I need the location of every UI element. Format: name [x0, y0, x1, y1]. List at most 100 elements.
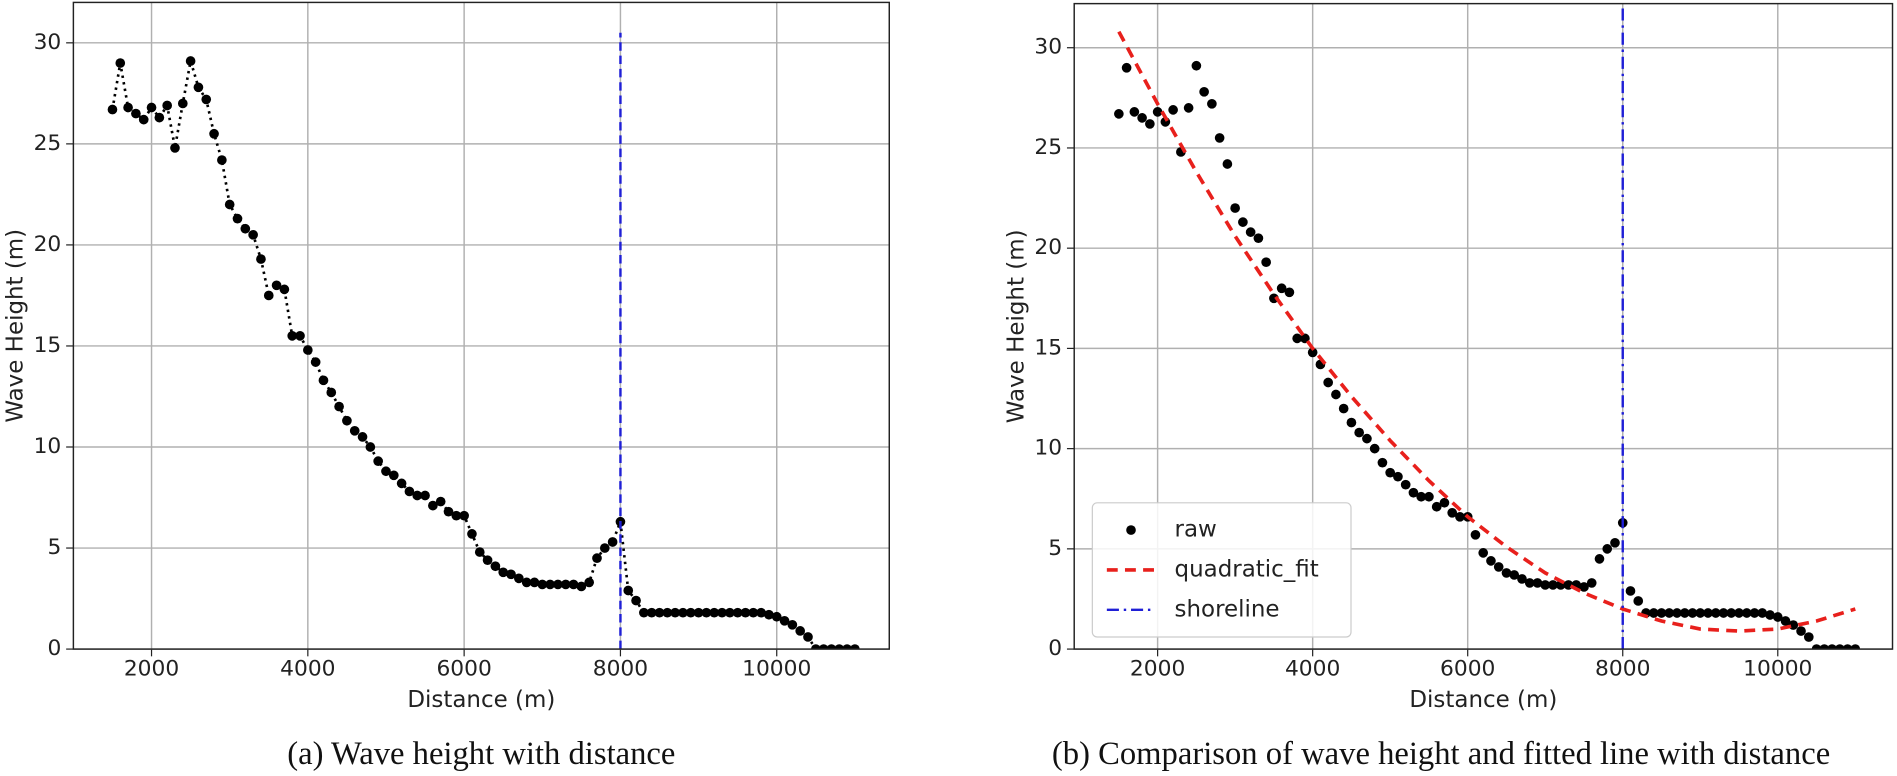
data-point — [209, 128, 219, 139]
data-point — [318, 375, 329, 386]
data-point — [1594, 554, 1605, 564]
data-point — [1602, 544, 1613, 554]
data-point — [685, 607, 696, 618]
data-point — [795, 626, 806, 636]
data-point — [1509, 570, 1520, 580]
y-tick-label: 5 — [1048, 536, 1062, 561]
x-tick-label: 8000 — [1595, 657, 1650, 682]
data-point — [654, 607, 665, 618]
data-point — [396, 478, 407, 489]
y-tick-label: 0 — [1048, 636, 1062, 661]
data-point — [803, 632, 813, 642]
data-point — [1819, 644, 1830, 650]
data-point — [1672, 608, 1682, 618]
data-point — [443, 506, 454, 517]
data-point — [631, 595, 641, 606]
y-tick-label: 25 — [1034, 135, 1062, 160]
y-tick-label: 0 — [47, 636, 61, 661]
data-point — [576, 581, 587, 592]
data-point — [506, 569, 516, 580]
series-line — [111, 60, 855, 650]
data-point — [498, 567, 509, 578]
data-point — [467, 529, 477, 539]
data-point — [474, 547, 485, 557]
data-point — [1811, 644, 1822, 650]
x-tick-label: 8000 — [593, 657, 648, 682]
data-point — [1664, 608, 1675, 618]
caption: (b) Comparison of wave height and fitted… — [1052, 736, 1830, 772]
data-point — [1385, 467, 1396, 478]
data-point — [842, 644, 852, 650]
data-point — [1803, 632, 1814, 642]
data-point — [1726, 608, 1737, 618]
data-point — [357, 432, 368, 442]
data-point — [459, 510, 469, 521]
data-point — [295, 331, 305, 341]
data-point — [1137, 113, 1147, 123]
x-tick-label: 6000 — [1440, 657, 1495, 682]
caption: (a) Wave height with distance — [287, 736, 675, 772]
data-point — [779, 615, 790, 626]
data-point — [131, 108, 141, 119]
legend-label: quadratic_fit — [1175, 556, 1319, 582]
data-point — [1850, 644, 1861, 650]
data-point — [592, 553, 602, 563]
y-tick-label: 20 — [1034, 235, 1062, 260]
data-point — [381, 466, 391, 477]
data-point — [217, 155, 227, 165]
data-point — [1532, 578, 1543, 588]
data-point — [334, 401, 344, 412]
data-point — [138, 114, 149, 125]
data-point — [310, 357, 321, 367]
data-point — [287, 331, 298, 341]
data-point — [115, 58, 126, 68]
data-point — [560, 579, 571, 590]
data-point — [709, 607, 720, 618]
data-point — [1214, 133, 1225, 143]
data-point — [1633, 596, 1644, 606]
data-point — [1772, 612, 1783, 622]
data-point — [1524, 578, 1535, 588]
data-point — [435, 496, 446, 507]
data-point — [521, 577, 532, 588]
data-point — [701, 607, 712, 618]
x-tick-label: 6000 — [436, 657, 491, 682]
data-point — [1431, 501, 1442, 512]
data-point — [1416, 491, 1427, 502]
data-point — [412, 490, 423, 501]
data-point — [349, 425, 360, 436]
data-point — [170, 143, 180, 153]
data-layer — [107, 32, 860, 650]
data-point — [810, 644, 821, 650]
data-point — [1455, 511, 1465, 522]
data-point — [1757, 608, 1768, 618]
data-point — [428, 500, 438, 511]
y-tick-label: 10 — [34, 434, 62, 459]
x-tick-label: 4000 — [280, 657, 335, 682]
data-point — [1625, 586, 1636, 596]
data-point — [373, 456, 384, 466]
data-point — [1765, 610, 1775, 620]
data-point — [662, 607, 673, 618]
data-point — [1741, 608, 1752, 618]
x-tick-label: 2000 — [124, 657, 179, 682]
series-line — [1117, 30, 1856, 633]
data-point — [1354, 427, 1365, 438]
data-point — [154, 112, 165, 123]
data-point — [1424, 491, 1434, 502]
data-point — [1369, 443, 1380, 454]
data-point — [1292, 333, 1302, 344]
subplot: 2000 4000 6000 8000 10000 0 5 10 15 20 25 30 Distanc… — [3, 1, 890, 772]
legend-swatch — [1126, 525, 1136, 535]
data-point — [732, 607, 743, 618]
data-point — [850, 644, 860, 650]
data-point — [1834, 644, 1845, 650]
data-point — [1183, 103, 1194, 113]
data-point — [1307, 347, 1318, 358]
data-point — [568, 579, 579, 590]
data-point — [826, 644, 837, 650]
data-point — [326, 387, 337, 398]
x-tick-label: 4000 — [1285, 657, 1340, 682]
data-point — [420, 490, 430, 501]
data-point — [1679, 608, 1690, 618]
